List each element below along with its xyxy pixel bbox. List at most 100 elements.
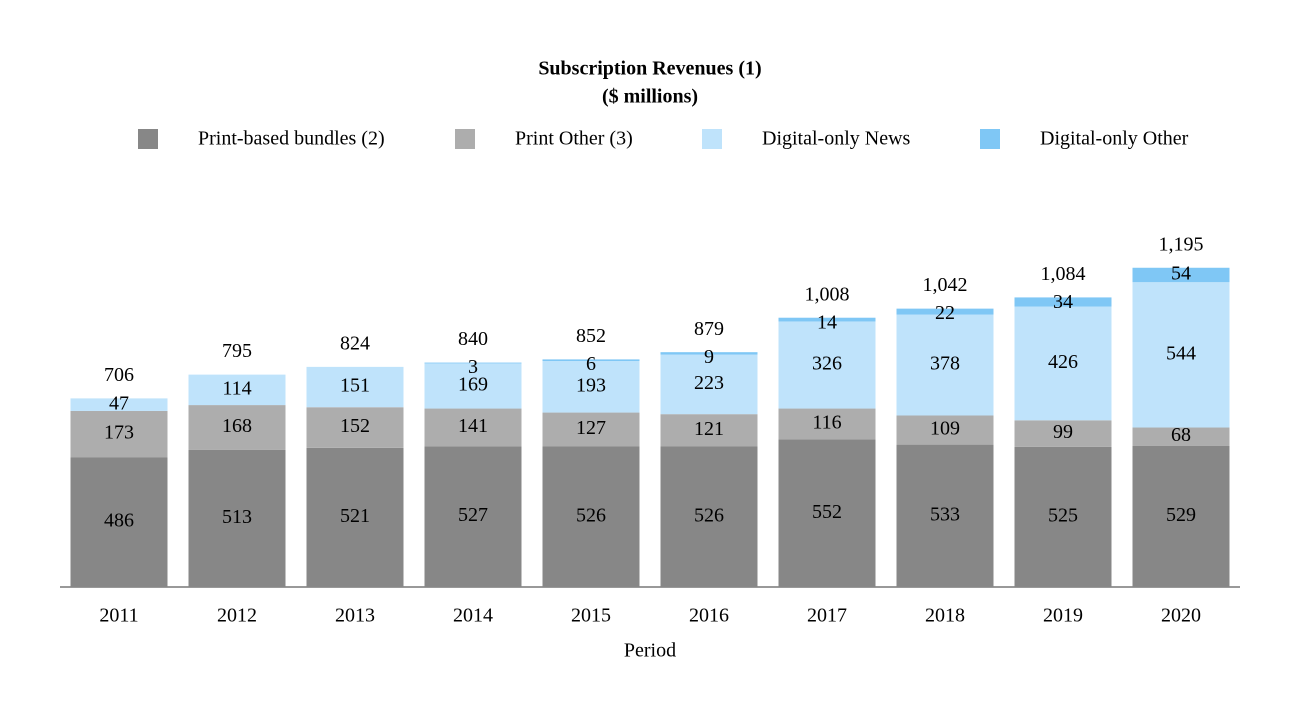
data-label: 141 (458, 415, 488, 437)
bar-segment (70, 410, 168, 458)
legend-swatch (455, 129, 475, 149)
data-label: 3 (468, 356, 478, 378)
bar-segment (424, 408, 522, 447)
bar-segment (896, 415, 994, 445)
data-label: 378 (930, 353, 960, 375)
data-label: 99 (1053, 421, 1073, 443)
data-label: 513 (222, 506, 252, 528)
bar-segment (778, 439, 876, 587)
total-label: 1,042 (923, 274, 968, 296)
data-label: 169 (458, 374, 488, 396)
bar-segment (70, 457, 168, 587)
chart-subtitle: ($ millions) (602, 86, 698, 108)
data-label: 152 (340, 415, 370, 437)
bar-segment (660, 414, 758, 447)
x-tick-label: 2018 (925, 605, 965, 627)
chart-title: Subscription Revenues (1) (538, 58, 761, 80)
bar-segment (1132, 267, 1230, 283)
total-label: 879 (694, 318, 724, 340)
bar-segment (1014, 420, 1112, 447)
total-label: 840 (458, 328, 488, 350)
bar-segment (542, 446, 640, 587)
data-label: 521 (340, 505, 370, 527)
legend-label: Digital-only Other (1040, 128, 1189, 150)
bar-segment (188, 449, 286, 587)
bar-segment (1014, 306, 1112, 421)
x-tick-label: 2013 (335, 605, 375, 627)
legend-label: Print Other (3) (515, 128, 633, 150)
bar-segment (306, 366, 404, 408)
bar-segment (1132, 427, 1230, 446)
data-label: 54 (1171, 263, 1191, 285)
bar-segment (778, 408, 876, 440)
bar-segment (70, 398, 168, 411)
data-label: 173 (104, 422, 134, 444)
x-tick-label: 2016 (689, 605, 729, 627)
x-axis-label: Period (624, 640, 676, 662)
bar-segment (1132, 282, 1230, 428)
bar-segment (542, 412, 640, 447)
x-tick-label: 2014 (453, 605, 493, 627)
bar-segment (424, 363, 522, 409)
legend-label: Print-based bundles (2) (198, 128, 385, 150)
total-label: 1,195 (1159, 233, 1204, 255)
bar-segment (188, 374, 286, 406)
bar-segment (896, 444, 994, 587)
data-label: 533 (930, 503, 960, 525)
data-label: 116 (812, 412, 841, 434)
data-label: 6 (586, 353, 596, 375)
bar-segment (1014, 446, 1112, 587)
x-tick-label: 2020 (1161, 605, 1201, 627)
bar-segment (1132, 445, 1230, 587)
data-label: 14 (817, 311, 837, 333)
data-label: 121 (694, 418, 724, 440)
data-label: 34 (1053, 291, 1073, 313)
total-label: 795 (222, 340, 252, 362)
bar-segment (660, 354, 758, 415)
total-label: 824 (340, 332, 370, 354)
bar-segment (306, 407, 404, 448)
data-label: 526 (576, 504, 606, 526)
bar-segment (660, 352, 758, 355)
total-label: 1,008 (805, 283, 850, 305)
data-label: 9 (704, 346, 714, 368)
legend-swatch (702, 129, 722, 149)
legend-swatch (138, 129, 158, 149)
data-label: 544 (1166, 342, 1196, 364)
bar-segment (1014, 297, 1112, 307)
legend-label: Digital-only News (762, 128, 911, 150)
total-label: 1,084 (1041, 263, 1086, 285)
total-label: 706 (104, 364, 134, 386)
data-label: 486 (104, 510, 134, 532)
data-label: 109 (930, 418, 960, 440)
x-tick-label: 2015 (571, 605, 611, 627)
data-label: 527 (458, 504, 488, 526)
bar-segment (188, 405, 286, 450)
bar-segment (778, 317, 876, 322)
data-label: 22 (935, 302, 955, 324)
x-tick-label: 2011 (99, 605, 138, 627)
legend-swatch (980, 129, 1000, 149)
total-label: 852 (576, 325, 606, 347)
bar-segment (660, 446, 758, 587)
bar-segment (306, 447, 404, 587)
x-tick-label: 2019 (1043, 605, 1083, 627)
bar-segment (424, 446, 522, 587)
data-label: 68 (1171, 424, 1191, 446)
data-label: 525 (1048, 504, 1078, 526)
data-label: 47 (109, 392, 129, 414)
bar-segment (542, 360, 640, 413)
x-tick-label: 2012 (217, 605, 257, 627)
data-label: 151 (340, 375, 370, 397)
data-label: 326 (812, 353, 842, 375)
bar-segment (424, 362, 522, 364)
data-label: 114 (222, 377, 251, 399)
data-label: 193 (576, 374, 606, 396)
x-tick-label: 2017 (807, 605, 847, 627)
bar-segment (896, 308, 994, 315)
data-label: 426 (1048, 351, 1078, 373)
data-label: 127 (576, 417, 606, 439)
data-label: 168 (222, 415, 252, 437)
bar-segment (778, 321, 876, 409)
